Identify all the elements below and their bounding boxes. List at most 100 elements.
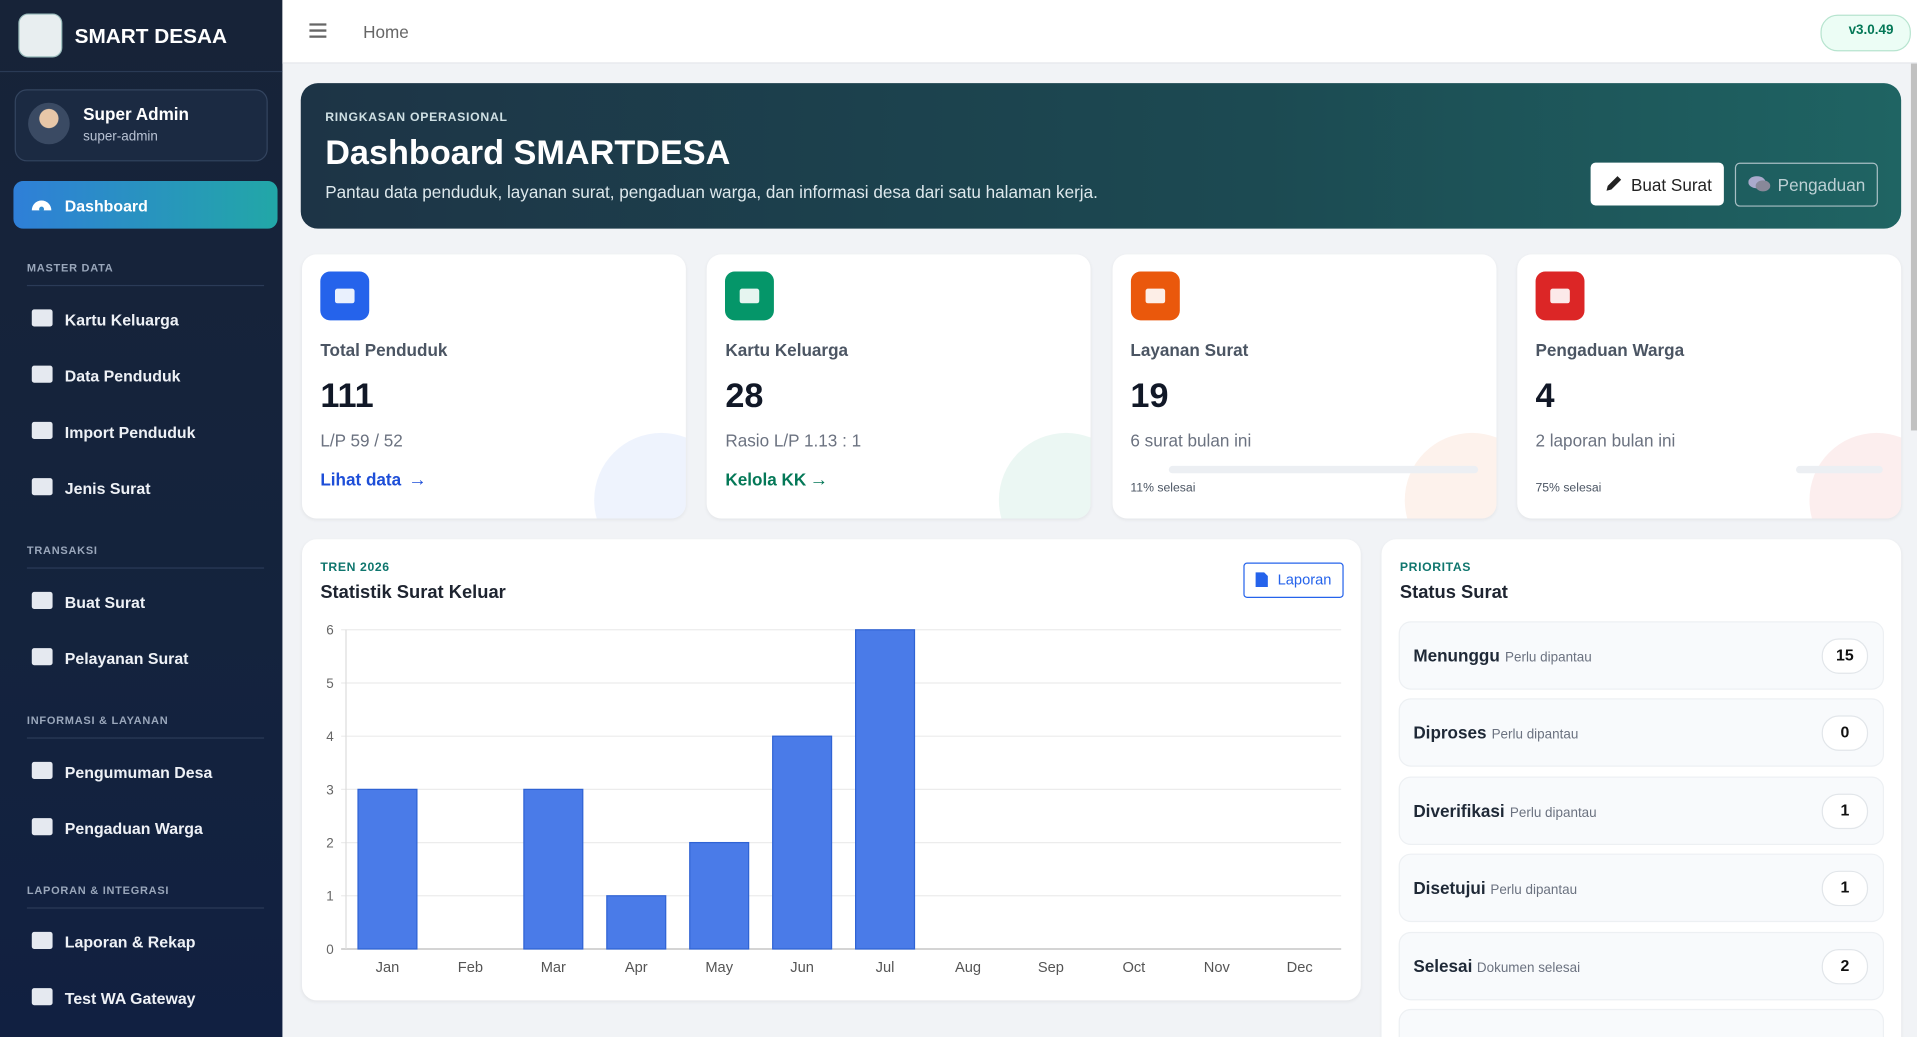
avatar [28,102,70,145]
x-tick-label: May [705,960,733,976]
bar [357,788,418,950]
brand-bar [0,0,283,73]
status-label: Selesai [1413,955,1473,976]
icon [31,591,53,610]
x-tick-label: Feb [458,960,483,976]
icon [31,761,53,779]
nav-item[interactable]: Buat Surat [64,593,146,612]
count-pill [1821,715,1869,752]
x-tick-label: Jul [876,960,895,976]
user-name: Super Admin [83,103,190,124]
stat-card: Kartu Keluarga 28 Rasio L/P 1.13 : 1 Kelola… [707,254,1091,519]
stat-value: 19 [1130,376,1169,415]
divider [26,907,265,909]
arrow: → [408,469,427,491]
logo [18,13,63,58]
status-item[interactable]: Menunggu Perlu dipantau 15 [1398,621,1885,690]
stat-value: 4 [1535,376,1555,415]
stat-note: 6 surat bulan ini [1130,430,1252,451]
status-item [1398,1008,1885,1037]
nav-item: Dashboard [64,196,148,216]
stat-link[interactable]: Lihat data [320,469,402,490]
icon-glyph [1145,288,1165,304]
count-pill [1821,948,1869,984]
report-button[interactable] [1243,562,1344,598]
brand: SMART DESAA [74,24,228,48]
status-count: 1 [1840,800,1850,820]
nav-item[interactable]: Test WA Gateway [64,989,196,1008]
x-tick-label: Jan [376,960,400,976]
chart-title: Statistik Surat Keluar [320,582,506,603]
chart: 0 1 2 3 4 5 6 Jan Feb Mar Apr May Jun Jul Aug Sep Oct Nov… [326,623,1342,976]
nav-item[interactable]: Pengumuman Desa [64,763,213,782]
count-pill [1821,793,1869,829]
nav-heading: MASTER DATA [26,261,114,274]
status-item[interactable]: Diproses Perlu dipantau 0 [1398,698,1885,768]
progress-label: 11% selesai [1130,481,1196,496]
status-item[interactable]: Selesai Dokumen selesai 2 [1398,931,1885,1000]
status-item[interactable]: Diverifikasi Perlu dipantau 1 [1398,776,1885,845]
status-count: 0 [1840,723,1850,742]
topbar [282,0,1917,64]
icon [31,478,53,496]
nav-item[interactable]: Import Penduduk [64,423,196,442]
divider [26,737,265,739]
status-note: Perlu dipantau [1505,650,1592,666]
nav-item[interactable]: Kartu Keluarga [64,310,179,329]
icon [1748,176,1771,192]
icon [31,309,53,327]
x-tick-label: Nov [1204,960,1231,976]
status-note: Perlu dipantau [1491,728,1579,743]
y-tick-label: 5 [326,676,333,691]
count-pill [1821,638,1869,674]
button-label: Buat Surat [1630,174,1712,195]
stat-link[interactable]: Kelola KK [725,469,807,490]
icon-glyph [334,288,355,304]
nav-item[interactable]: Pengaduan Warga [64,819,203,838]
y-tick-label: 4 [326,729,334,744]
sidebar: SMART DESAA Super Admin super-admin Dash… [0,0,283,1037]
bar [606,895,667,950]
chart-card: TREN 2026 Statistik Surat Keluar Laporan… [301,539,1361,1001]
nav-item[interactable]: Laporan & Rekap [64,933,196,952]
stat-card: Pengaduan Warga 4 2 laporan bulan ini 75% s… [1517,254,1902,519]
version-badge [1820,14,1911,52]
status-eyebrow: PRIORITAS [1399,561,1472,575]
icon [31,988,53,1006]
stat-label: Layanan Surat [1130,339,1249,360]
stat-value: 28 [725,376,764,415]
status-note: Perlu dipantau [1490,883,1578,898]
status-label: Disetujui [1413,878,1486,898]
x-tick-label: Oct [1122,960,1145,976]
x-tick-label: Mar [541,960,566,976]
x-tick-label: Apr [625,960,648,976]
button-label: Pengaduan [1777,174,1866,195]
breadcrumb[interactable]: Home [363,22,409,42]
version: v3.0.49 [1848,23,1894,38]
stat-label: Kartu Keluarga [725,339,849,360]
icon [1606,176,1622,191]
progress-track [1795,465,1883,474]
status-count: 15 [1836,645,1854,665]
count-pill [1821,870,1869,907]
stat-value: 111 [320,376,374,415]
nav-item[interactable]: Pelayanan Surat [64,649,189,668]
status-note: Perlu dipantau [1509,805,1597,821]
nav-heading: TRANSAKSI [26,544,98,557]
scrollbar[interactable] [1910,63,1917,431]
x-tick-label: Dec [1287,960,1313,976]
icon [31,365,53,383]
icon [1255,572,1268,587]
x-tick-label: Jun [790,960,814,976]
bar [772,735,833,950]
status-count: 1 [1840,878,1850,897]
nav-active[interactable] [13,180,278,229]
status-item[interactable]: Disetujui Perlu dipantau 1 [1398,853,1885,923]
menu-button[interactable] [309,23,327,38]
button[interactable] [1734,162,1878,207]
icon [31,421,53,440]
status-count: 2 [1840,955,1850,975]
nav-item[interactable]: Jenis Surat [64,479,151,498]
nav-item[interactable]: Data Penduduk [64,366,181,386]
